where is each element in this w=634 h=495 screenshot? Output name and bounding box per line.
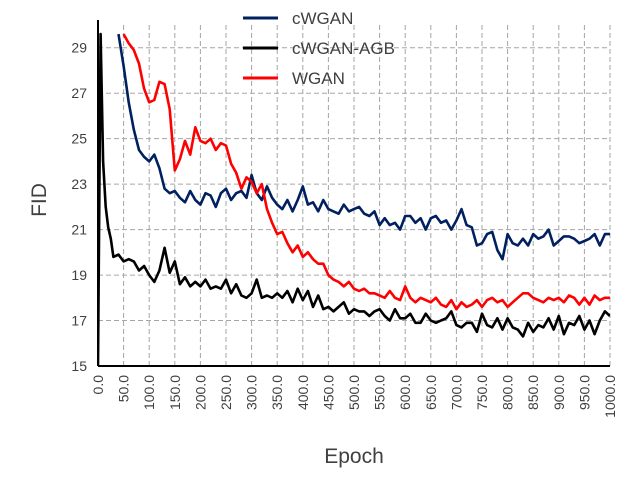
y-tick-label: 15 xyxy=(71,358,87,374)
y-tick-labels: 15 17 19 21 23 25 27 29 xyxy=(71,40,87,374)
x-tick-label: 1000.0 xyxy=(602,375,618,418)
y-tick-label: 17 xyxy=(71,313,87,329)
x-tick-label: 550.0 xyxy=(372,375,388,410)
x-tick-label: 500.0 xyxy=(346,375,362,410)
y-tick-label: 27 xyxy=(71,85,87,101)
x-tick-label: 900.0 xyxy=(551,375,567,410)
legend: cWGAN cWGAN-AGB WGAN xyxy=(243,9,395,88)
y-axis-label: FID xyxy=(28,183,51,217)
x-axis-label: Epoch xyxy=(324,445,384,468)
axes xyxy=(97,20,610,367)
x-tick-label: 650.0 xyxy=(423,375,439,410)
legend-entry: cWGAN xyxy=(292,9,353,28)
x-tick-label: 400.0 xyxy=(295,375,311,410)
y-tick-label: 25 xyxy=(71,131,87,147)
x-tick-label: 950.0 xyxy=(576,375,592,410)
x-tick-label: 350.0 xyxy=(269,375,285,410)
x-tick-label: 250.0 xyxy=(218,375,234,410)
x-tick-labels: 0.0 50.0 100.0 150.0 200.0 250.0 300.0 350.0 400… xyxy=(90,375,618,418)
x-tick-label: 600.0 xyxy=(397,375,413,410)
x-tick-label: 200.0 xyxy=(192,375,208,410)
x-tick-label: 750.0 xyxy=(474,375,490,410)
series-lines xyxy=(98,32,610,366)
x-tick-label: 150.0 xyxy=(167,375,183,410)
x-tick-label: 800.0 xyxy=(500,375,516,410)
x-tick-label: 850.0 xyxy=(525,375,541,410)
x-tick-label: 700.0 xyxy=(448,375,464,410)
x-tick-label: 300.0 xyxy=(244,375,260,410)
y-tick-label: 19 xyxy=(71,267,87,283)
legend-entry: WGAN xyxy=(292,69,345,88)
series-line-cwgan xyxy=(117,33,610,261)
y-tick-label: 23 xyxy=(71,176,87,192)
y-tick-label: 29 xyxy=(71,40,87,56)
x-tick-label: 50.0 xyxy=(116,375,132,402)
legend-entry: cWGAN-AGB xyxy=(292,39,395,58)
x-tick-label: 450.0 xyxy=(320,375,336,410)
series-line-cwgan-agb xyxy=(98,32,610,366)
y-tick-label: 21 xyxy=(71,222,87,238)
x-tick-label: 0.0 xyxy=(90,375,106,395)
series-line-wgan xyxy=(122,33,610,311)
grid-lines xyxy=(98,25,611,366)
x-tick-label: 100.0 xyxy=(141,375,157,410)
